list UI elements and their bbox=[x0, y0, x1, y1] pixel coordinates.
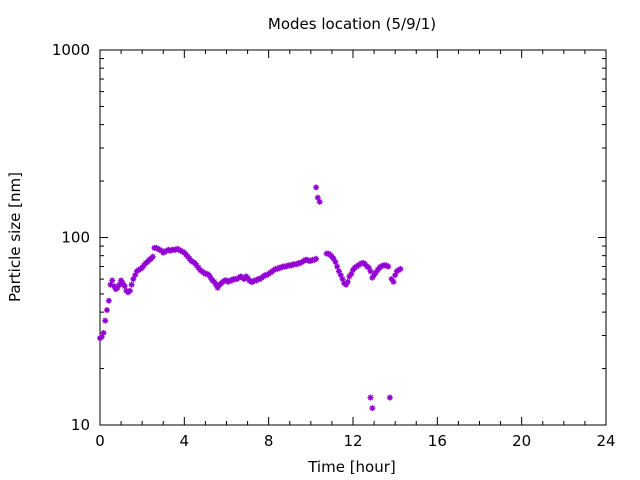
data-point bbox=[390, 278, 397, 285]
data-point bbox=[128, 281, 135, 288]
x-axis: 0 4 8 12 16 20 24 bbox=[95, 50, 616, 450]
data-point bbox=[313, 255, 320, 262]
data-point bbox=[369, 405, 376, 412]
x-tick-label: 16 bbox=[428, 432, 447, 450]
data-point bbox=[316, 198, 323, 205]
data-point bbox=[149, 253, 156, 260]
y-axis-title: Particle size [nm] bbox=[6, 172, 24, 302]
data-point bbox=[386, 394, 393, 401]
data-point bbox=[367, 394, 374, 401]
data-point bbox=[100, 329, 107, 336]
data-point bbox=[121, 283, 128, 290]
data-point bbox=[105, 297, 112, 304]
x-tick-label: 24 bbox=[596, 432, 615, 450]
data-point bbox=[102, 317, 109, 324]
x-tick-label: 12 bbox=[343, 432, 362, 450]
y-minor-ticks bbox=[100, 58, 606, 370]
y-tick-label: 100 bbox=[61, 229, 90, 247]
y-tick-label: 10 bbox=[71, 416, 90, 434]
data-series bbox=[97, 184, 404, 412]
x-tick-label: 4 bbox=[180, 432, 190, 450]
data-point bbox=[344, 278, 351, 285]
data-point bbox=[334, 263, 341, 270]
data-point bbox=[103, 307, 110, 314]
data-point bbox=[367, 268, 374, 275]
x-tick-label: 20 bbox=[512, 432, 531, 450]
data-point bbox=[385, 263, 392, 270]
chart-title: Modes location (5/9/1) bbox=[268, 15, 436, 33]
y-tick-label: 1000 bbox=[52, 41, 90, 59]
data-point bbox=[109, 277, 116, 284]
x-tick-label: 0 bbox=[95, 432, 105, 450]
data-point bbox=[126, 287, 133, 294]
data-point bbox=[332, 259, 339, 266]
x-axis-title: Time [hour] bbox=[307, 458, 396, 476]
plot-frame bbox=[99, 49, 607, 426]
x-tick-label: 8 bbox=[264, 432, 274, 450]
data-point bbox=[397, 265, 404, 272]
y-axis: 10 100 1000 bbox=[52, 41, 606, 434]
data-point bbox=[313, 184, 320, 191]
